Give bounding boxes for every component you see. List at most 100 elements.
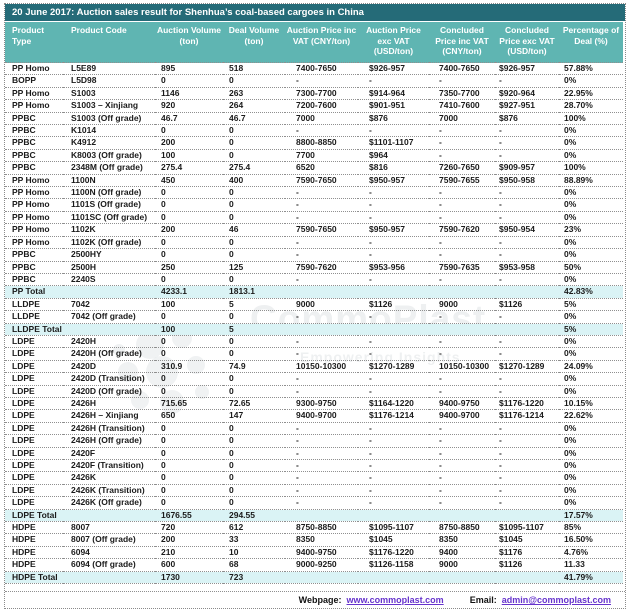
cell-col6: -	[429, 373, 495, 385]
cell-col8: 0%	[559, 484, 623, 496]
cell-col5: -	[358, 75, 429, 87]
cell-col8: 0%	[559, 447, 623, 459]
cell-col0: PP Homo	[5, 174, 63, 186]
cell-col4: 9300-9750	[285, 397, 358, 409]
cell-col6: 9400-9700	[429, 410, 495, 422]
cell-col5: $1045	[358, 534, 429, 546]
cell-col8: 100%	[559, 112, 623, 124]
table-row: LDPE2426K (Off grade)00----0%	[5, 497, 623, 509]
table-row: PP HomoS100311462637300-7700$914-9647350…	[5, 87, 623, 99]
cell-col2: 1676.55	[155, 509, 223, 521]
cell-col7: -	[495, 348, 559, 360]
cell-col6: 9400	[429, 546, 495, 558]
cell-col5: -	[358, 273, 429, 285]
cell-col8: 42.83%	[559, 286, 623, 298]
cell-col4: -	[285, 385, 358, 397]
cell-col4: 9400-9700	[285, 410, 358, 422]
cell-col6: 9000	[429, 559, 495, 571]
cell-col7: -	[495, 236, 559, 248]
cell-col5: $950-957	[358, 224, 429, 236]
cell-col7: $950-958	[495, 174, 559, 186]
cell-col0: LDPE	[5, 447, 63, 459]
cell-col4	[285, 286, 358, 298]
table-row: PPBC2500H2501257590-7620$953-9567590-763…	[5, 261, 623, 273]
table-row: LDPE2420H (Off grade)00----0%	[5, 348, 623, 360]
cell-col7: -	[495, 435, 559, 447]
cell-col6: -	[429, 249, 495, 261]
email-link[interactable]: admin@commoplast.com	[502, 595, 611, 605]
cell-col4: 9400-9750	[285, 546, 358, 558]
cell-col3: 0	[223, 484, 285, 496]
cell-col2: 100	[155, 298, 223, 310]
cell-col7: -	[495, 249, 559, 261]
cell-col2: 720	[155, 522, 223, 534]
cell-col7	[495, 286, 559, 298]
cell-col3: 0	[223, 236, 285, 248]
cell-col7: $876	[495, 112, 559, 124]
cell-col7: -	[495, 311, 559, 323]
cell-col3: 0	[223, 75, 285, 87]
cell-col0: PPBC	[5, 273, 63, 285]
cell-col8: 0%	[559, 236, 623, 248]
cell-col7: $1095-1107	[495, 522, 559, 534]
cell-col8: 17.57%	[559, 509, 623, 521]
webpage-link[interactable]: www.commoplast.com	[347, 595, 444, 605]
cell-col8: 85%	[559, 522, 623, 534]
table-row: LDPE2426H715.6572.659300-9750$1164-12209…	[5, 397, 623, 409]
cell-col6: -	[429, 348, 495, 360]
cell-col1: 6094	[63, 546, 155, 558]
report-sheet: 20 June 2017: Auction sales result for S…	[4, 3, 626, 609]
cell-col8: 22.62%	[559, 410, 623, 422]
cell-col8: 0%	[559, 125, 623, 137]
cell-col1: 8007 (Off grade)	[63, 534, 155, 546]
cell-col0: PP Homo	[5, 100, 63, 112]
cell-col3: 0	[223, 422, 285, 434]
table-row: LDPE2420H00----0%	[5, 335, 623, 347]
cell-col7: -	[495, 211, 559, 223]
cell-col0: PPBC	[5, 125, 63, 137]
cell-col7: $1126	[495, 298, 559, 310]
cell-col7: $1045	[495, 534, 559, 546]
total-row: LLDPE Total10055%	[5, 323, 623, 335]
cell-col1: 7042 (Off grade)	[63, 311, 155, 323]
cell-col7: $1126	[495, 559, 559, 571]
cell-col1: 1100N	[63, 174, 155, 186]
cell-col4: 6520	[285, 162, 358, 174]
cell-col5: -	[358, 199, 429, 211]
cell-col0: LLDPE	[5, 311, 63, 323]
cell-col4: -	[285, 75, 358, 87]
cell-col7: $920-964	[495, 87, 559, 99]
cell-col2: 46.7	[155, 112, 223, 124]
cell-col6: -	[429, 497, 495, 509]
table-row: LDPE2426H (Transition)00----0%	[5, 422, 623, 434]
cell-col2: 0	[155, 373, 223, 385]
cell-col3: 68	[223, 559, 285, 571]
cell-col8: 5%	[559, 323, 623, 335]
cell-col7: -	[495, 125, 559, 137]
cell-col1: 2420F (Transition)	[63, 460, 155, 472]
cell-col6: -	[429, 484, 495, 496]
cell-col3: 74.9	[223, 360, 285, 372]
cell-col5: -	[358, 435, 429, 447]
cell-col6: -	[429, 236, 495, 248]
cell-col0: PPBC	[5, 261, 63, 273]
cell-col3: 0	[223, 125, 285, 137]
cell-col5: $1176-1220	[358, 546, 429, 558]
cell-col2: 100	[155, 323, 223, 335]
cell-col3: 400	[223, 174, 285, 186]
cell-col4: 7590-7650	[285, 224, 358, 236]
cell-col4: -	[285, 199, 358, 211]
cell-col5: $964	[358, 149, 429, 161]
cell-col4: 7300-7700	[285, 87, 358, 99]
cell-col2: 920	[155, 100, 223, 112]
cell-col1: 1101S (Off grade)	[63, 199, 155, 211]
cell-col2: 0	[155, 472, 223, 484]
table-row: LLDPE7042 (Off grade)00----0%	[5, 311, 623, 323]
cell-col8: 57.88%	[559, 63, 623, 75]
total-row: PP Total4233.11813.142.83%	[5, 286, 623, 298]
cell-col0: PP Homo	[5, 211, 63, 223]
cell-col8: 0%	[559, 460, 623, 472]
cell-col1: 2420D	[63, 360, 155, 372]
cell-col6	[429, 571, 495, 583]
cell-col5: -	[358, 348, 429, 360]
